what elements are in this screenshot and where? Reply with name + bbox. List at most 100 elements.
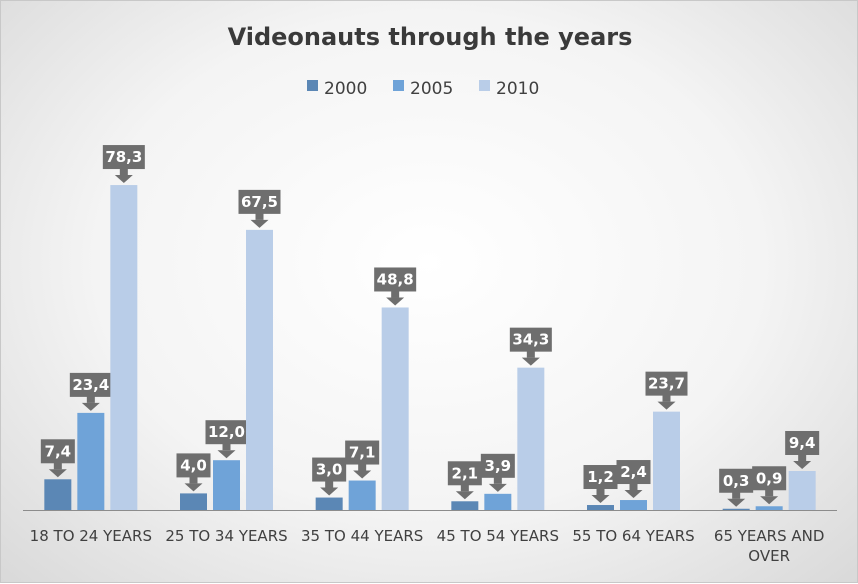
data-label-box [312, 457, 347, 482]
data-label-arrow-head [320, 487, 339, 496]
data-label-arrow-head [760, 496, 779, 505]
data-label-text: 48,8 [377, 270, 414, 288]
category-label-line: 35 TO 44 YEARS [301, 527, 423, 545]
legend-item-2010: 2010 [479, 79, 539, 99]
data-label-box [645, 371, 688, 396]
bar-2010-6 [788, 470, 816, 510]
data-label-arrow-head [386, 297, 405, 306]
data-label-box [176, 453, 211, 478]
bar-2005-2 [213, 460, 240, 510]
data-label-2005-3: 7,1 [345, 440, 380, 479]
data-label-box [719, 468, 754, 493]
data-label-arrow-head [793, 460, 812, 469]
category-label-2: 25 TO 34 YEARS [165, 527, 287, 545]
data-label-text: 12,0 [208, 423, 245, 441]
category-label-line: OVER [748, 547, 790, 565]
category-label-1: 18 TO 24 YEARS [30, 527, 152, 545]
data-label-text: 2,1 [452, 464, 479, 482]
data-label-2010-1: 78,3 [102, 145, 145, 184]
data-label-2010-2: 67,5 [238, 189, 281, 228]
category-label-line: 55 TO 64 YEARS [572, 527, 694, 545]
data-label-2000-6: 0,3 [719, 468, 754, 507]
data-label-text: 7,1 [349, 444, 376, 462]
data-label-2010-3: 48,8 [374, 267, 417, 306]
data-label-text: 3,0 [316, 461, 343, 479]
data-label-box [102, 145, 145, 170]
bar-2010-1 [110, 185, 138, 510]
data-label-text: 78,3 [105, 148, 142, 166]
data-label-box [374, 267, 417, 292]
data-label-2000-5: 1,2 [583, 465, 618, 504]
data-label-arrow-stem [798, 453, 807, 461]
data-label-text: 23,4 [72, 376, 109, 394]
data-label-box [447, 461, 482, 486]
category-label-line: 18 TO 24 YEARS [30, 527, 152, 545]
data-label-arrow-stem [765, 489, 774, 497]
data-label-2010-6: 9,4 [785, 430, 820, 469]
data-label-2005-2: 12,0 [205, 420, 248, 459]
bar-2000-4 [451, 501, 479, 510]
data-label-arrow-head [81, 402, 100, 411]
bar-2005-5 [620, 500, 647, 510]
data-label-text: 0,9 [756, 469, 783, 487]
data-label-box [583, 465, 618, 490]
data-label-arrow-stem [358, 463, 367, 471]
data-label-2005-1: 23,4 [69, 372, 112, 411]
data-label-box [345, 440, 380, 465]
legend-item-2005: 2005 [393, 79, 453, 99]
bar-2005-1 [77, 412, 105, 510]
data-label-arrow-stem [662, 394, 671, 402]
bar-2000-1 [44, 479, 72, 510]
data-label-arrow-head [727, 498, 746, 507]
bar-2000-5 [587, 505, 614, 510]
data-label-arrow-head [521, 357, 540, 366]
data-label-2000-1: 7,4 [40, 439, 75, 478]
bar-2010-5 [653, 411, 680, 510]
data-label-box [785, 430, 820, 455]
bar-2010-3 [381, 307, 409, 510]
data-label-2005-6: 0,9 [752, 466, 787, 505]
data-label-text: 23,7 [648, 375, 685, 393]
data-label-arrow-head [353, 470, 372, 479]
data-label-arrow-stem [732, 491, 741, 499]
data-label-arrow-head [48, 469, 67, 478]
bar-2000-2 [180, 493, 207, 510]
bar-2000-3 [315, 497, 343, 510]
data-label-box [205, 420, 248, 445]
data-label-2010-5: 23,7 [645, 371, 688, 410]
data-label-text: 2,4 [620, 463, 647, 481]
legend-label: 2010 [496, 79, 539, 99]
legend-swatch [393, 80, 404, 91]
legend-swatch [307, 80, 318, 91]
data-label-text: 3,9 [485, 457, 512, 475]
data-label-arrow-stem [189, 476, 198, 484]
data-label-2000-2: 4,0 [176, 453, 211, 492]
data-label-box [69, 372, 112, 397]
data-label-text: 9,4 [789, 434, 816, 452]
legend-label: 2000 [324, 79, 367, 99]
data-label-arrow-head [250, 219, 269, 228]
category-label-5: 55 TO 64 YEARS [572, 527, 694, 545]
data-label-arrow-head [657, 401, 676, 410]
data-label-arrow-stem [391, 290, 400, 298]
data-label-2005-5: 2,4 [616, 460, 651, 499]
legend-label: 2005 [410, 79, 453, 99]
data-label-text: 0,3 [723, 472, 750, 490]
bar-2000-6 [722, 508, 750, 510]
bar-2010-2 [246, 229, 273, 510]
data-label-arrow-stem [325, 480, 334, 488]
data-label-box [752, 466, 787, 491]
data-label-arrow-stem [526, 350, 535, 358]
data-label-arrow-stem [222, 443, 231, 451]
data-label-box [40, 439, 75, 464]
category-label-3: 35 TO 44 YEARS [301, 527, 423, 545]
data-label-arrow-head [624, 490, 643, 499]
category-label-line: 45 TO 54 YEARS [437, 527, 559, 545]
bar-2005-4 [484, 493, 512, 510]
chart-title: Videonauts through the years [228, 23, 633, 51]
data-label-arrow-stem [86, 395, 95, 403]
data-label-text: 34,3 [512, 331, 549, 349]
category-label-line: 65 YEARS AND [714, 527, 825, 545]
data-label-text: 1,2 [587, 468, 614, 486]
